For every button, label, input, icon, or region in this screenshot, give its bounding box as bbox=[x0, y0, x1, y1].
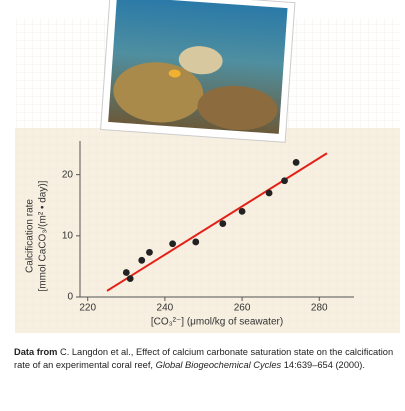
point bbox=[169, 240, 177, 248]
x-tick-label: 220 bbox=[79, 303, 96, 314]
point bbox=[281, 177, 288, 185]
y-axis-label: Calcification rate bbox=[25, 199, 36, 273]
x-tick-label: 240 bbox=[157, 303, 174, 314]
photo bbox=[100, 0, 296, 143]
point bbox=[265, 189, 273, 197]
point bbox=[146, 248, 153, 256]
fish bbox=[168, 69, 181, 78]
coral bbox=[178, 46, 223, 75]
point bbox=[292, 159, 300, 166]
y-tick-label: 0 bbox=[67, 292, 73, 303]
chart-panel-grid bbox=[15, 128, 400, 333]
point bbox=[138, 256, 146, 264]
chart: Calcification rate [mmol CaCO₃/(m² • day… bbox=[15, 0, 400, 333]
point bbox=[219, 220, 227, 227]
y-tick-label: 20 bbox=[62, 169, 74, 180]
y-tick-label: 10 bbox=[62, 230, 74, 241]
fit-line bbox=[106, 152, 328, 292]
x-tick-label: 260 bbox=[234, 303, 251, 314]
point bbox=[192, 238, 200, 246]
caption-text: C. Langdon et al., Effect of calcium car… bbox=[14, 347, 394, 370]
x-tick-label: 280 bbox=[311, 303, 328, 314]
caption: Data from C. Langdon et al., Effect of c… bbox=[14, 346, 399, 371]
caption-lead: Data from bbox=[14, 347, 58, 357]
y-axis-label: [mmol CaCO₃/(m² • day)] bbox=[38, 180, 49, 291]
coral bbox=[113, 62, 204, 123]
point bbox=[238, 207, 246, 215]
x-axis-label: [CO₃²⁻] (μmol/kg of seawater) bbox=[151, 317, 283, 328]
point bbox=[126, 275, 134, 283]
caption-journal: Global Biogeochemical Cycles bbox=[155, 359, 282, 370]
point bbox=[122, 269, 130, 276]
caption-tail: 14:639–654 (2000). bbox=[281, 359, 365, 370]
coral bbox=[197, 85, 278, 131]
